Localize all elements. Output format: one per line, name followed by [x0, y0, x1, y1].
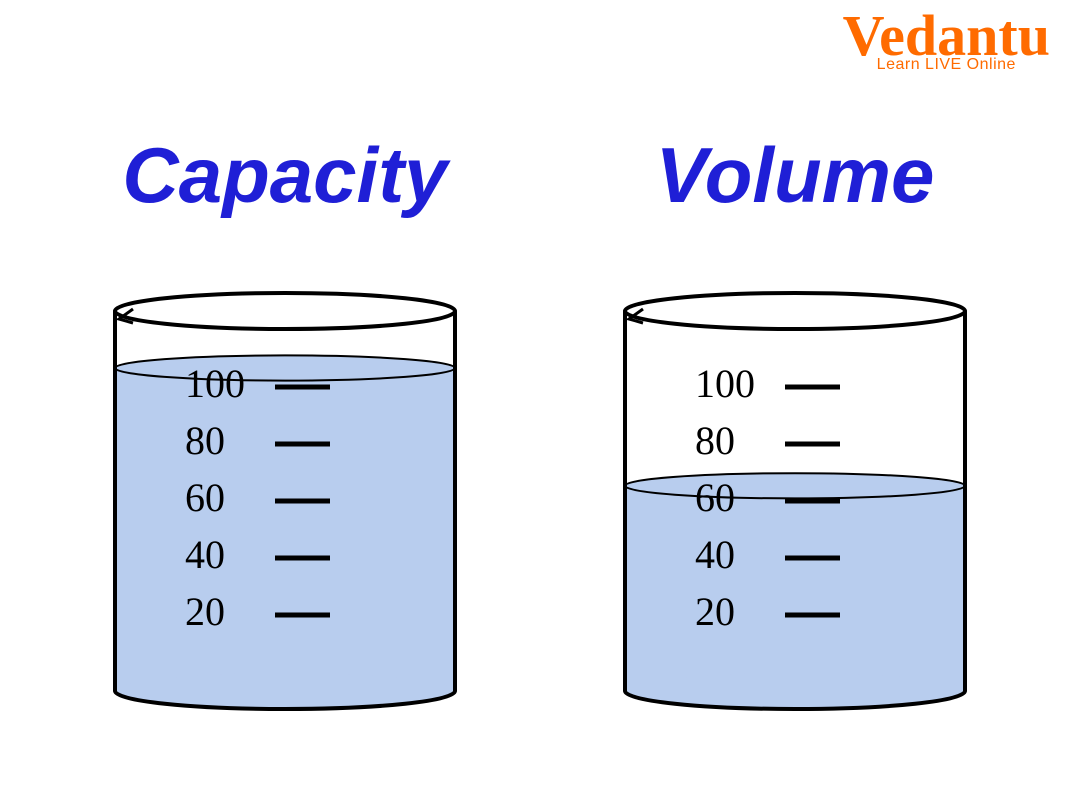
volume-panel: Volume 100 80 60 40 20: [570, 130, 1020, 721]
volume-title: Volume: [656, 130, 935, 221]
svg-text:20: 20: [695, 589, 735, 634]
svg-text:80: 80: [185, 418, 225, 463]
capacity-title: Capacity: [122, 130, 447, 221]
svg-text:40: 40: [185, 532, 225, 577]
svg-text:20: 20: [185, 589, 225, 634]
capacity-beaker: 100 80 60 40 20: [85, 281, 485, 721]
capacity-panel: Capacity 100 80 60 40 20: [60, 130, 510, 721]
svg-text:100: 100: [185, 361, 245, 406]
svg-text:40: 40: [695, 532, 735, 577]
brand-logo: Vedantu Learn LIVE Online: [843, 10, 1050, 74]
brand-name: Vedantu: [843, 10, 1050, 62]
svg-text:60: 60: [695, 475, 735, 520]
svg-text:100: 100: [695, 361, 755, 406]
volume-beaker: 100 80 60 40 20: [595, 281, 995, 721]
svg-text:60: 60: [185, 475, 225, 520]
svg-text:80: 80: [695, 418, 735, 463]
diagram-container: Capacity 100 80 60 40 20 Volume 100 80 60 40 20: [0, 0, 1080, 721]
